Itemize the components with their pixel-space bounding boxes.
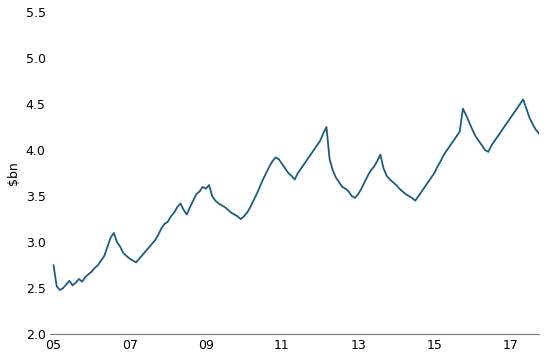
Y-axis label: $bn: $bn <box>7 161 20 185</box>
